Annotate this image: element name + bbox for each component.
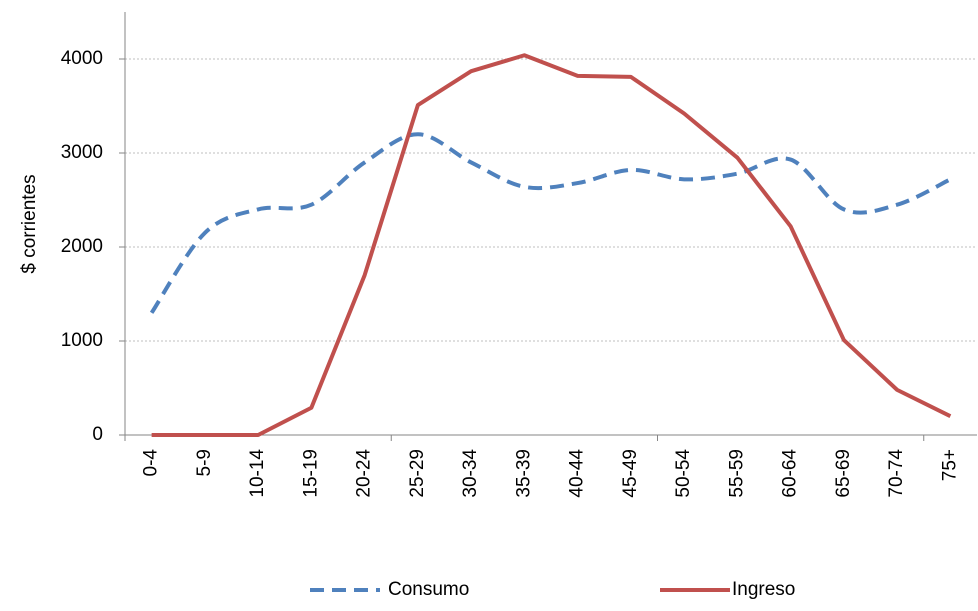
x-tick-label: 60-64 — [780, 449, 801, 498]
y-tick-label: 2000 — [61, 236, 103, 257]
x-tick-label: 30-34 — [460, 449, 481, 498]
x-tick-label: 15-19 — [300, 449, 321, 498]
y-tick-label: 4000 — [61, 48, 103, 69]
y-tick-label: 3000 — [61, 142, 103, 163]
x-tick-label: 40-44 — [567, 449, 588, 498]
x-tick-label: 55-59 — [726, 449, 747, 498]
x-tick-label: 65-69 — [833, 449, 854, 498]
x-tick-label: 35-39 — [513, 449, 534, 498]
y-tick-label: 0 — [92, 424, 103, 445]
x-tick-label: 75+ — [939, 449, 960, 481]
x-tick-label: 45-49 — [620, 449, 641, 498]
line-series — [149, 132, 952, 314]
legend-label: Ingreso — [732, 579, 795, 600]
x-tick-label: 10-14 — [247, 449, 268, 498]
y-tick-label: 1000 — [61, 330, 103, 351]
x-tick-label: 0-4 — [141, 449, 162, 477]
y-axis-label: $ corrientes — [19, 174, 40, 273]
legend-label: Consumo — [388, 579, 469, 600]
x-tick-label: 20-24 — [354, 449, 375, 498]
x-tick-label: 25-29 — [407, 449, 428, 498]
line-series — [151, 53, 952, 437]
x-tick-label: 70-74 — [886, 449, 907, 498]
x-tick-label: 50-54 — [673, 449, 694, 498]
x-tick-label: 5-9 — [194, 449, 215, 476]
